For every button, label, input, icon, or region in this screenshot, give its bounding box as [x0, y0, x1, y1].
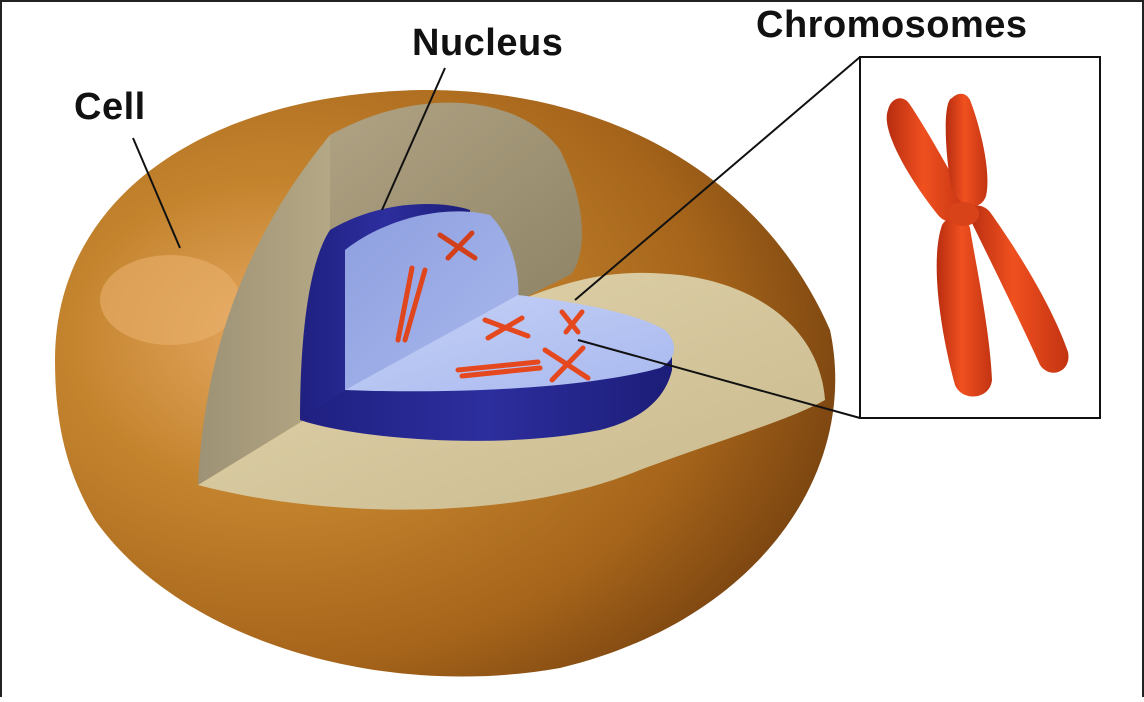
chromosome-arm-lower-right	[967, 205, 1069, 373]
nucleus-chromosome-5	[455, 359, 543, 379]
nucleus-cut-top	[345, 295, 675, 392]
cell-leader-line	[132, 137, 181, 249]
chromosome-centromere	[947, 202, 979, 226]
zoom-leader-line-top	[574, 56, 861, 301]
chromosome-arm-upper-left	[886, 98, 969, 223]
image-border-left	[0, 0, 2, 697]
image-border-right	[1142, 0, 1144, 697]
cell-label: Cell	[74, 86, 146, 128]
image-border-top	[0, 0, 1144, 2]
nucleus-chromosome-1	[437, 230, 478, 261]
cell-surface-highlight	[100, 255, 240, 345]
nucleus-leader-line	[381, 67, 446, 211]
nucleus-chromosome-6	[542, 345, 591, 383]
nucleus-chromosome-3	[482, 315, 531, 341]
chromosomes-label: Chromosomes	[756, 4, 1028, 46]
nucleus-chromosome-4	[559, 309, 585, 335]
chromosome-arm-upper-right	[945, 93, 988, 207]
zoom-leader-line-bottom	[577, 339, 861, 419]
chromosome-arm-lower-left	[936, 217, 992, 397]
chromosome-icon	[886, 93, 1069, 397]
nucleus-label: Nucleus	[412, 22, 564, 64]
nucleus-chromosome-2	[395, 265, 428, 343]
